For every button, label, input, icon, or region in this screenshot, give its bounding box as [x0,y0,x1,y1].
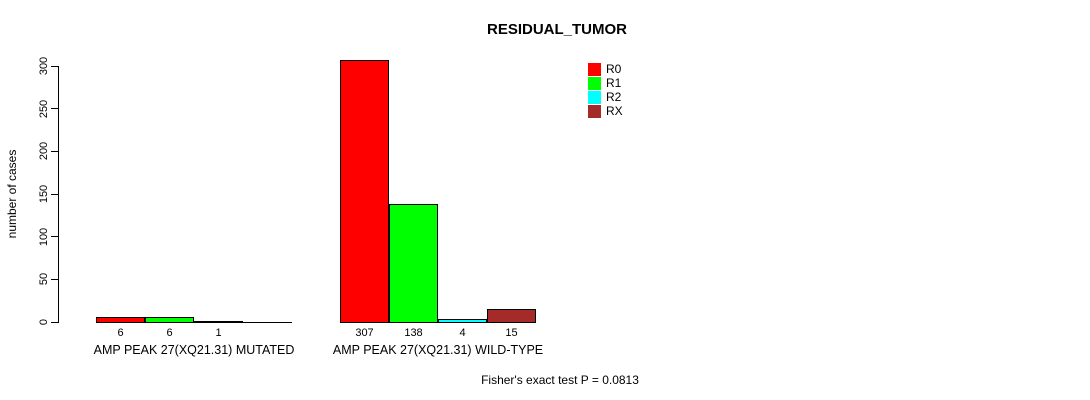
y-axis-tick-label: 100 [38,227,50,246]
legend-label-r0: R0 [606,62,622,76]
y-axis-tick-label: 250 [38,99,50,118]
legend-label-r2: R2 [606,90,622,104]
y-axis-tick-label: 0 [38,318,50,326]
fisher-test-annotation: Fisher's exact test P = 0.0813 [481,373,639,387]
y-axis-tick [51,193,58,195]
bar-r0-group1 [96,316,145,323]
group-label: AMP PEAK 27(XQ21.31) WILD-TYPE [332,343,544,357]
bar-value-label: 138 [404,327,423,339]
bar-rx-group2 [487,309,536,323]
chart-title: RESIDUAL_TUMOR [486,21,628,38]
bar-value-label: 6 [117,327,124,339]
legend-swatch-r1 [588,77,601,90]
legend-label-rx: RX [606,104,623,118]
legend-swatch-rx [588,105,601,118]
y-axis-label: number of cases [5,149,19,239]
y-axis-tick [51,108,58,110]
bar-r2-group2 [438,318,487,323]
legend-label-r1: R1 [606,76,622,90]
legend-swatch-r2 [588,91,601,104]
y-axis-tick-label: 300 [38,56,50,76]
y-axis-tick [51,150,58,152]
y-axis-tick [51,278,58,280]
bar-value-label: 4 [459,327,466,339]
y-axis-line [58,66,59,323]
y-axis-tick-label: 150 [38,184,50,204]
bar-value-label: 6 [166,327,173,339]
y-axis-tick [51,65,58,67]
y-axis-tick [51,236,58,238]
legend-swatch-r0 [588,63,601,76]
bar-value-label: 307 [355,327,374,339]
bar-r1-group2 [389,204,438,323]
bar-r1-group1 [145,316,194,323]
bar-r0-group2 [340,60,389,323]
bar-r2-group1 [194,321,243,323]
y-axis-tick-label: 200 [38,142,50,161]
y-axis-tick [51,321,58,323]
group-label: AMP PEAK 27(XQ21.31) MUTATED [93,343,295,357]
bar-value-label: 15 [505,327,518,339]
y-axis-tick-label: 50 [38,273,50,286]
bar-value-label: 1 [215,327,222,339]
